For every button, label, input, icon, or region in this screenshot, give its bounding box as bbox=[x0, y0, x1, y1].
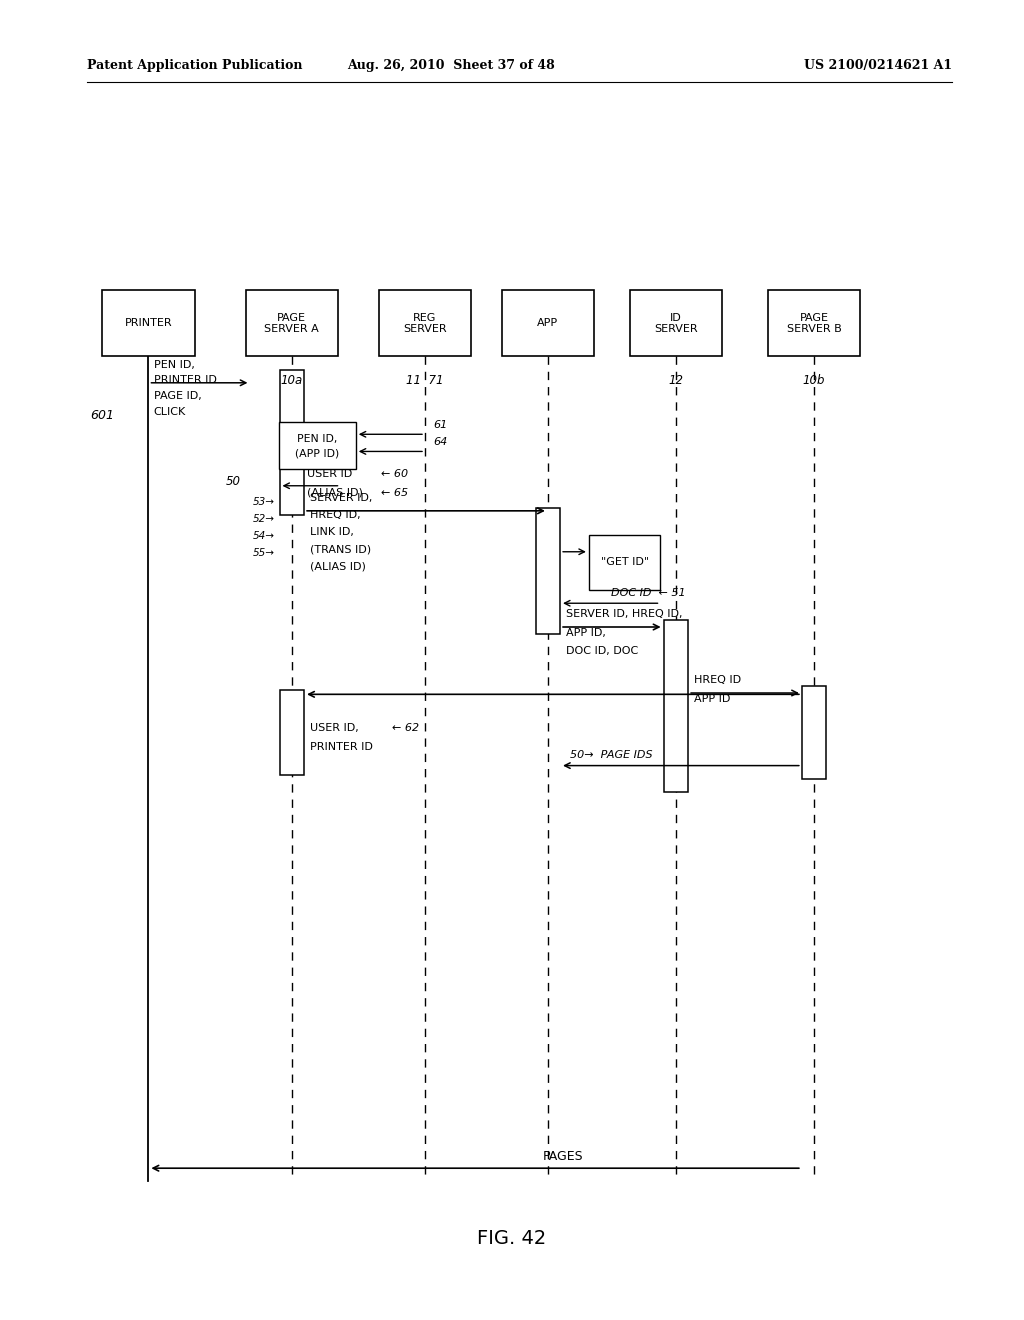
Bar bbox=[630, 290, 722, 356]
Text: PAGE
SERVER B: PAGE SERVER B bbox=[786, 313, 842, 334]
Text: 55→: 55→ bbox=[253, 548, 274, 558]
Text: PRINTER: PRINTER bbox=[125, 318, 172, 329]
Text: ← 65: ← 65 bbox=[381, 487, 408, 498]
Bar bbox=[280, 370, 304, 515]
Bar bbox=[536, 508, 560, 634]
Text: 61: 61 bbox=[433, 420, 447, 430]
Text: PAGES: PAGES bbox=[543, 1150, 584, 1163]
Text: (TRANS ID): (TRANS ID) bbox=[310, 544, 372, 554]
Text: ← 62: ← 62 bbox=[392, 723, 419, 733]
Text: FIG. 42: FIG. 42 bbox=[477, 1229, 547, 1247]
Text: 50→  PAGE IDS: 50→ PAGE IDS bbox=[570, 750, 653, 760]
Text: LINK ID,: LINK ID, bbox=[310, 527, 354, 537]
Text: (ALIAS ID): (ALIAS ID) bbox=[310, 561, 367, 572]
Text: HREQ ID,: HREQ ID, bbox=[310, 510, 360, 520]
Bar bbox=[768, 290, 860, 356]
Bar bbox=[279, 422, 356, 469]
Text: APP: APP bbox=[538, 318, 558, 329]
Text: 52→: 52→ bbox=[253, 513, 274, 524]
Text: Aug. 26, 2010  Sheet 37 of 48: Aug. 26, 2010 Sheet 37 of 48 bbox=[347, 59, 554, 73]
Bar bbox=[589, 535, 660, 590]
Bar bbox=[502, 290, 594, 356]
Text: PAGE
SERVER A: PAGE SERVER A bbox=[264, 313, 319, 334]
Text: 54→: 54→ bbox=[253, 531, 274, 541]
Text: USER ID,: USER ID, bbox=[310, 723, 359, 733]
Text: USER ID: USER ID bbox=[307, 469, 352, 479]
Text: DOC ID, DOC: DOC ID, DOC bbox=[566, 645, 639, 656]
Bar bbox=[102, 290, 195, 356]
Bar bbox=[280, 690, 304, 775]
Text: HREQ ID: HREQ ID bbox=[694, 675, 741, 685]
Text: ← 60: ← 60 bbox=[381, 469, 408, 479]
Text: 601: 601 bbox=[90, 409, 114, 422]
Text: 11  71: 11 71 bbox=[407, 374, 443, 387]
Text: US 2100/0214621 A1: US 2100/0214621 A1 bbox=[804, 59, 952, 73]
Text: 10a: 10a bbox=[281, 374, 303, 387]
Text: ID
SERVER: ID SERVER bbox=[654, 313, 697, 334]
Bar bbox=[379, 290, 471, 356]
Text: Patent Application Publication: Patent Application Publication bbox=[87, 59, 302, 73]
Text: (APP ID): (APP ID) bbox=[295, 449, 340, 459]
Text: PAGE ID,: PAGE ID, bbox=[154, 391, 202, 401]
Text: PRINTER ID: PRINTER ID bbox=[310, 742, 373, 751]
Text: SERVER ID,: SERVER ID, bbox=[310, 492, 373, 503]
Text: PEN ID,: PEN ID, bbox=[154, 359, 195, 370]
Text: REG
SERVER: REG SERVER bbox=[403, 313, 446, 334]
Text: 10b: 10b bbox=[803, 374, 825, 387]
Bar bbox=[664, 620, 688, 792]
Text: (ALIAS ID): (ALIAS ID) bbox=[307, 487, 364, 498]
Bar bbox=[246, 290, 338, 356]
Text: DOC ID  ← 51: DOC ID ← 51 bbox=[611, 587, 686, 598]
Text: APP ID,: APP ID, bbox=[566, 627, 606, 638]
Bar bbox=[802, 686, 826, 779]
Text: APP ID: APP ID bbox=[694, 693, 731, 704]
Text: 64: 64 bbox=[433, 437, 447, 447]
Text: "GET ID": "GET ID" bbox=[601, 557, 648, 568]
Text: 53→: 53→ bbox=[253, 496, 274, 507]
Text: PEN ID,: PEN ID, bbox=[297, 434, 338, 445]
Text: PRINTER ID: PRINTER ID bbox=[154, 375, 216, 385]
Text: 12: 12 bbox=[669, 374, 683, 387]
Text: CLICK: CLICK bbox=[154, 407, 185, 417]
Text: 50: 50 bbox=[225, 475, 241, 488]
Text: SERVER ID, HREQ ID,: SERVER ID, HREQ ID, bbox=[566, 609, 683, 619]
